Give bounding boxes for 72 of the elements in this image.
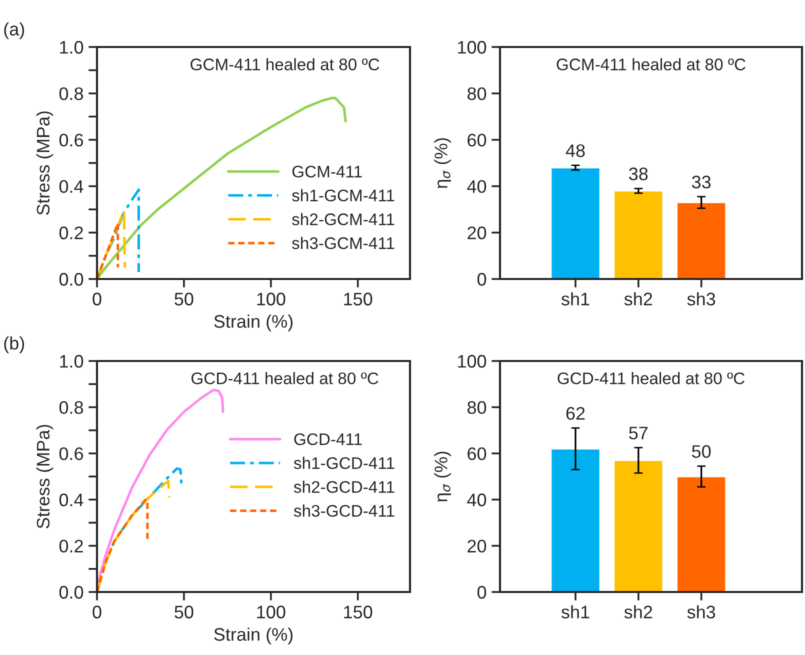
x-tick-label: 150 [344,292,372,306]
data-label: 48 [566,144,585,158]
y-tick-label: 0.0 [59,586,84,599]
text: GCM-411 healed at 80 ºC [556,58,746,70]
y-tick-label: 40 [467,494,486,506]
data-label: 50 [692,445,711,458]
y-tick-label: 60 [468,447,486,460]
data-label: 62 [566,407,585,420]
x-tick-label: sh2 [624,605,652,618]
x-tick-label: 150 [344,606,372,618]
y-tick-label: 0.2 [59,226,83,240]
legend-label: GCD-411 [294,433,362,446]
data-label: 33 [692,176,711,188]
y-tick-label: 0 [477,272,486,286]
y-axis-title: Stress (MPa) [36,424,54,528]
text: GCD-411 healed at 80 ºC [191,372,378,384]
bar [676,202,727,279]
x-tick-label: sh2 [624,292,652,306]
y-tick-label: 40 [467,180,486,193]
x-tick-label: sh1 [561,605,590,618]
bar [550,448,601,592]
y-tick-label: 1.0 [60,354,84,368]
y-tick-label: 0.8 [59,401,84,414]
legend-label: sh3-GCD-411 [294,504,394,517]
x-tick-label: 0 [92,292,102,306]
line-series [97,498,149,592]
bar [613,460,664,592]
x-tick-label: sh1 [561,292,590,306]
legend-label: sh2-GCM-411 [292,212,394,226]
x-tick-label: 50 [174,606,194,618]
x-tick-label: sh3 [687,605,716,618]
y-tick-label: 80 [468,87,486,100]
x-axis-title: Strain (%) [214,314,293,332]
text: GCD-411 healed at 80 ºC [558,372,745,384]
y-tick-label: 100 [458,40,486,54]
y-axis-title: η$_{σ}$ (%) [434,138,451,188]
legend-label: sh3-GCM-411 [292,236,394,250]
y-tick-label: 0.2 [59,540,83,553]
legend-label: GCM-411 [292,166,362,178]
data-label: 57 [629,426,648,440]
y-tick-label: 0.6 [59,134,84,147]
y-tick-label: 20 [468,226,486,240]
y-tick-label: 0.0 [59,272,84,286]
legend-label: sh1-GCM-411 [292,189,394,202]
x-tick-label: 50 [174,292,194,306]
text: GCM-411 healed at 80 ºC [190,58,380,70]
legend-label: sh1-GCD-411 [294,456,394,470]
y-tick-label: 0.4 [59,180,84,193]
line-series [97,222,120,279]
y-axis-title: Stress (MPa) [36,111,54,215]
y-tick-label: 0 [477,586,486,599]
y-axis-title: η$_{σ}$ (%) [434,452,451,502]
text: (a) [4,22,24,40]
x-tick-label: 0 [92,606,102,618]
data-label: 38 [629,168,648,180]
y-tick-label: 0.8 [59,87,84,100]
y-tick-label: 100 [458,354,486,368]
y-tick-label: 20 [468,540,486,553]
bar [613,190,664,279]
x-axis-title: Strain (%) [214,628,293,644]
x-tick-label: sh3 [687,292,716,306]
text: (b) [4,336,24,354]
y-tick-label: 60 [468,134,486,147]
x-tick-label: 100 [257,606,286,618]
legend-label: sh2-GCD-411 [294,480,394,493]
bar [550,166,601,279]
y-tick-label: 1.0 [60,40,84,54]
bar [676,476,727,592]
y-tick-label: 0.4 [59,494,84,506]
x-tick-label: 100 [257,292,286,306]
y-tick-label: 80 [468,401,486,414]
y-tick-label: 0.6 [59,447,84,460]
